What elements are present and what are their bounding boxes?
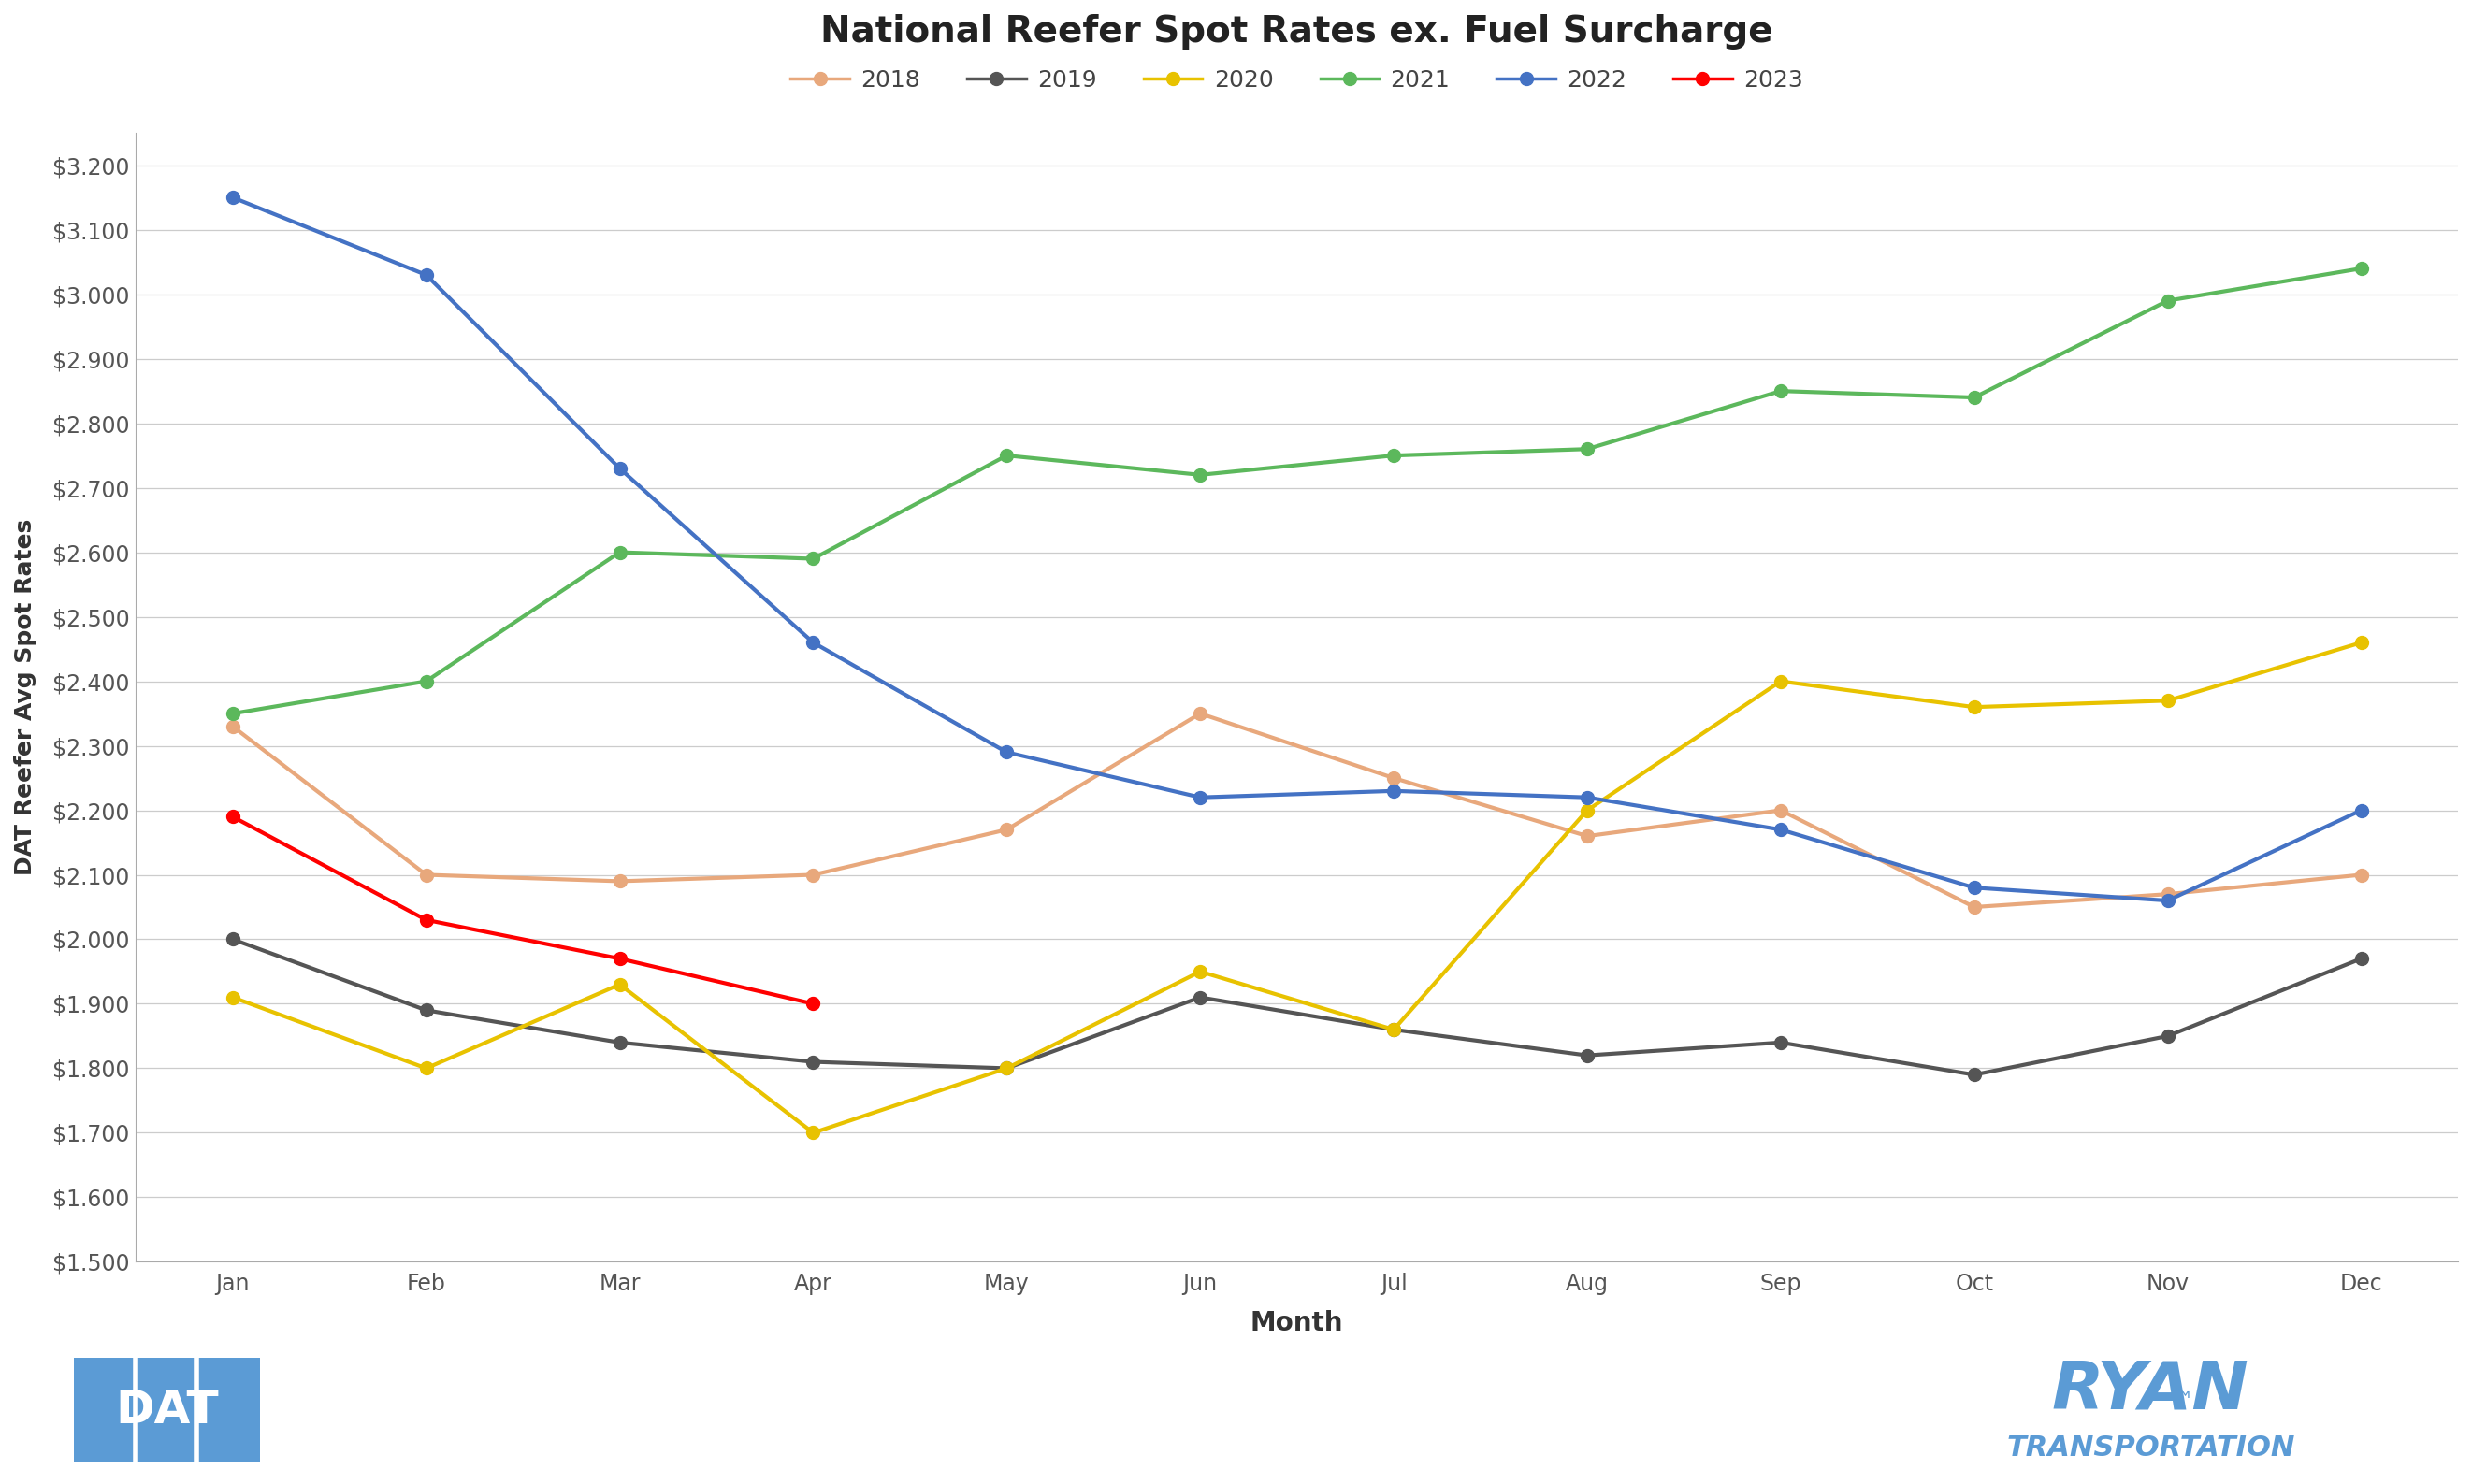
2019 (218, 930, 247, 948)
2022 (2153, 892, 2183, 910)
2019 (991, 1060, 1021, 1077)
2022 (1379, 782, 1409, 800)
Line: 2023: 2023 (227, 810, 821, 1011)
Text: TRANSPORTATION: TRANSPORTATION (2007, 1434, 2294, 1462)
2023 (410, 911, 440, 929)
2019 (2346, 950, 2376, 968)
2023 (218, 807, 247, 825)
2019 (2153, 1027, 2183, 1045)
2018 (2346, 865, 2376, 883)
2020 (1572, 801, 1602, 819)
2019 (606, 1033, 635, 1051)
2021 (1379, 447, 1409, 464)
2022 (1187, 788, 1216, 806)
2018 (1379, 769, 1409, 787)
2022 (1572, 788, 1602, 806)
X-axis label: Month: Month (1251, 1310, 1342, 1337)
2020 (1187, 963, 1216, 981)
2020 (218, 988, 247, 1006)
2019 (798, 1054, 828, 1071)
2019 (410, 1002, 440, 1020)
2020 (1379, 1021, 1409, 1039)
2020 (2153, 692, 2183, 709)
Legend: 2018, 2019, 2020, 2021, 2022, 2023: 2018, 2019, 2020, 2021, 2022, 2023 (781, 59, 1812, 101)
Line: 2019: 2019 (227, 933, 2368, 1082)
2021 (606, 543, 635, 561)
2020 (991, 1060, 1021, 1077)
2019 (1187, 988, 1216, 1006)
2018 (218, 718, 247, 736)
2018 (2153, 886, 2183, 904)
Line: 2020: 2020 (227, 637, 2368, 1140)
2022 (2346, 801, 2376, 819)
2021 (1187, 466, 1216, 484)
2021 (1572, 441, 1602, 459)
2022 (991, 743, 1021, 761)
2021 (991, 447, 1021, 464)
2018 (1187, 705, 1216, 723)
2020 (2346, 634, 2376, 651)
2021 (2153, 292, 2183, 310)
2022 (798, 634, 828, 651)
2020 (798, 1123, 828, 1141)
2019 (1765, 1033, 1795, 1051)
Text: ™: ™ (2170, 1391, 2193, 1413)
2020 (1960, 697, 1990, 715)
2021 (2346, 260, 2376, 278)
2019 (1960, 1066, 1990, 1083)
2021 (798, 549, 828, 567)
Line: 2021: 2021 (227, 263, 2368, 720)
Line: 2022: 2022 (227, 191, 2368, 907)
2021 (1960, 389, 1990, 407)
Text: RYAN: RYAN (2052, 1359, 2250, 1423)
2019 (1379, 1021, 1409, 1039)
2020 (606, 975, 635, 993)
2018 (606, 873, 635, 890)
2018 (1765, 801, 1795, 819)
2018 (798, 865, 828, 883)
2018 (991, 821, 1021, 838)
2021 (218, 705, 247, 723)
2022 (410, 266, 440, 283)
2021 (1765, 381, 1795, 399)
2019 (1572, 1046, 1602, 1064)
2018 (1960, 898, 1990, 916)
2022 (606, 460, 635, 478)
Text: DAT: DAT (116, 1388, 218, 1432)
2022 (218, 188, 247, 206)
2022 (1765, 821, 1795, 838)
2023 (798, 994, 828, 1012)
2018 (1572, 827, 1602, 844)
2022 (1960, 879, 1990, 896)
Y-axis label: DAT Reefer Avg Spot Rates: DAT Reefer Avg Spot Rates (15, 519, 37, 876)
Line: 2018: 2018 (227, 706, 2368, 914)
2020 (410, 1060, 440, 1077)
2018 (410, 865, 440, 883)
2020 (1765, 672, 1795, 690)
Title: National Reefer Spot Rates ex. Fuel Surcharge: National Reefer Spot Rates ex. Fuel Surc… (821, 13, 1772, 49)
2023 (606, 950, 635, 968)
2021 (410, 672, 440, 690)
